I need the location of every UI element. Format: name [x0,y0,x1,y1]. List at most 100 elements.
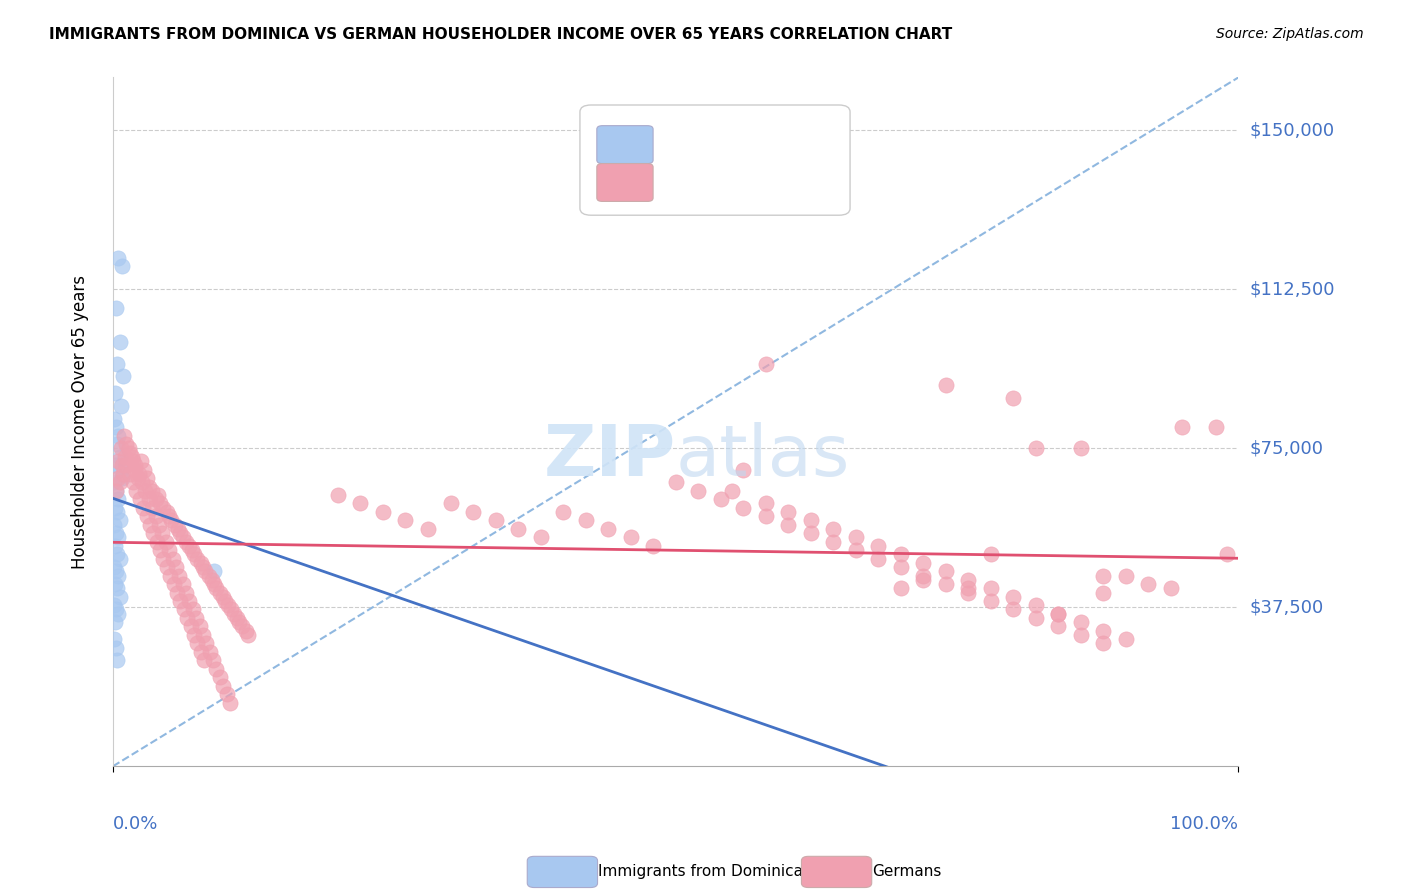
Point [121,450,143,464]
Point [596,522,619,536]
Point [228,615,250,630]
Point [128,467,150,481]
Point [1002,590,1025,604]
Point [135,471,157,485]
Point [823,534,845,549]
Point [150,526,173,541]
Point [105,437,128,451]
Point [138,479,160,493]
Point [132,500,155,515]
Point [174,534,197,549]
Point [186,611,208,625]
Point [105,483,128,498]
Point [845,543,868,558]
Point [225,611,247,625]
Text: IMMIGRANTS FROM DOMINICA VS GERMAN HOUSEHOLDER INCOME OVER 65 YEARS CORRELATION : IMMIGRANTS FROM DOMINICA VS GERMAN HOUSE… [49,27,952,42]
Text: -0.226: -0.226 [699,174,751,192]
Point [688,483,710,498]
Point [755,357,778,371]
Point [214,594,236,608]
Point [122,475,145,490]
Point [778,505,800,519]
Point [935,564,957,578]
Point [166,585,188,599]
Point [157,509,180,524]
Point [191,628,214,642]
Point [108,450,131,464]
Point [131,475,153,490]
Text: 0.0%: 0.0% [112,814,159,832]
Point [111,471,134,485]
Point [1092,585,1115,599]
Point [912,568,935,582]
Point [103,517,125,532]
Point [800,526,823,541]
Point [110,462,132,476]
Point [107,471,129,485]
Point [371,505,394,519]
Point [217,599,239,613]
Point [104,386,127,401]
Point [1070,442,1092,456]
Point [191,560,214,574]
Point [107,454,129,468]
Point [461,505,484,519]
Point [112,428,135,442]
Point [219,696,242,710]
Text: 42: 42 [797,136,818,154]
Text: 0.088: 0.088 [699,136,745,154]
Point [181,602,204,616]
Point [110,442,132,456]
Point [156,560,179,574]
Point [104,577,127,591]
Point [186,551,208,566]
Point [108,335,131,350]
Point [162,551,184,566]
Point [124,458,146,473]
Point [183,547,205,561]
Point [890,547,912,561]
Point [733,462,755,476]
Point [104,458,127,473]
Y-axis label: Householder Income Over 65 years: Householder Income Over 65 years [72,275,89,569]
Point [115,437,138,451]
Point [105,483,128,498]
Point [107,251,129,265]
Text: $150,000: $150,000 [1250,121,1334,139]
Point [107,568,129,582]
Point [957,581,980,595]
Point [980,594,1002,608]
Point [710,492,733,507]
Point [104,615,127,630]
Point [202,653,225,667]
Point [146,488,169,502]
Point [235,624,257,638]
Point [231,619,253,633]
Point [212,679,235,693]
Point [172,530,194,544]
Point [125,483,148,498]
Point [145,492,167,507]
Point [118,445,141,459]
Point [103,560,125,574]
Text: Germans: Germans [872,864,941,879]
Point [1205,420,1227,434]
Point [439,496,461,510]
Point [349,496,371,510]
Point [665,475,688,490]
Point [107,492,129,507]
Point [219,602,242,616]
Point [129,454,152,468]
Point [506,522,529,536]
Point [957,573,980,587]
Point [1047,607,1070,621]
Point [202,564,225,578]
Point [1092,624,1115,638]
Point [208,585,231,599]
Point [165,560,187,574]
Point [394,513,416,527]
Point [139,517,162,532]
Point [163,517,186,532]
Point [180,543,202,558]
Point [111,467,134,481]
